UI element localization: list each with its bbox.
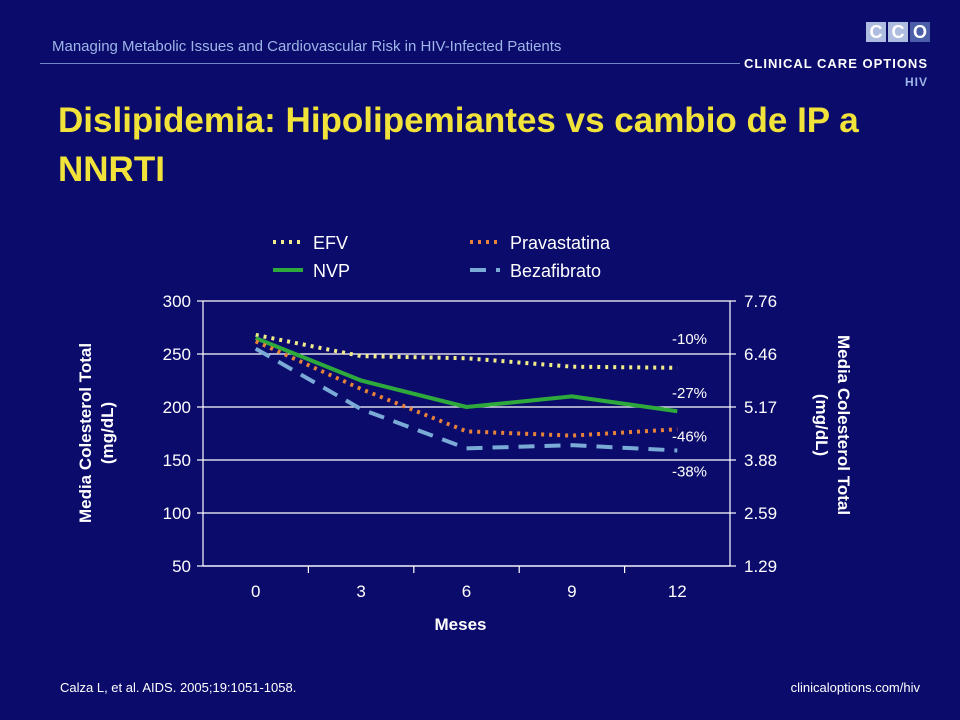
- citation: Calza L, et al. AIDS. 2005;19:1051-1058.: [60, 680, 297, 695]
- y-tick-label: 250: [163, 345, 191, 364]
- x-tick-label: 9: [567, 582, 576, 601]
- x-tick-label: 0: [251, 582, 260, 601]
- y-tick-label: 50: [172, 557, 191, 576]
- y2-tick-label: 1.29: [744, 557, 777, 576]
- legend-label-nvp: NVP: [313, 261, 350, 281]
- logo-letter: C: [866, 22, 886, 42]
- y2-tick-label: 5.17: [744, 398, 777, 417]
- header-text: Managing Metabolic Issues and Cardiovasc…: [52, 38, 562, 55]
- logo-sub: HIV: [904, 75, 928, 89]
- logo-name: CLINICAL CARE OPTIONS: [744, 56, 928, 71]
- legend-label-pravastatina: Pravastatina: [510, 233, 611, 253]
- series-line-nvp: [254, 336, 678, 414]
- y2-axis-title: Media Colesterol Total(mg/dL): [812, 335, 853, 515]
- x-tick-label: 12: [668, 582, 687, 601]
- legend-label-efv: EFV: [313, 233, 348, 253]
- y-tick-label: 100: [163, 504, 191, 523]
- legend: EFV NVP Pravastatina Bezafibrato: [273, 233, 611, 281]
- change-label-bezafibrato: -38%: [672, 463, 707, 480]
- y2-tick-label: 2.59: [744, 504, 777, 523]
- logo-letter: C: [888, 22, 908, 42]
- logo-boxes: C C O: [866, 22, 930, 42]
- x-axis-title: Meses: [435, 615, 487, 634]
- y-tick-label: 200: [163, 398, 191, 417]
- slide-title: Dislipidemia: Hipolipemiantes vs cambio …: [58, 101, 859, 189]
- logo-letter: O: [910, 22, 930, 42]
- series-line-pravastatina: [254, 339, 678, 438]
- y2-tick-label: 3.88: [744, 451, 777, 470]
- series-line-efv: [255, 332, 678, 370]
- series-lines: [254, 332, 678, 453]
- footer-url[interactable]: clinicaloptions.com/hiv: [790, 680, 920, 695]
- y2-tick-label: 7.76: [744, 292, 777, 311]
- legend-label-bezafibrato: Bezafibrato: [510, 261, 601, 281]
- y-tick-label: 300: [163, 292, 191, 311]
- change-label-nvp: -27%: [672, 385, 707, 402]
- axis-labels: 50 1.29 100 2.59 150 3.88 200 5.17 250 6.46 300 7.7…: [76, 292, 853, 634]
- x-tick-label: 3: [356, 582, 365, 601]
- x-tick-label: 6: [462, 582, 471, 601]
- header-rule: [40, 63, 740, 64]
- y2-tick-label: 6.46: [744, 345, 777, 364]
- clinical-care-options-logo: C C O CLINICAL CARE OPTIONS HIV: [744, 22, 930, 92]
- y-axis-title: Media Colesterol Total (mg/dL): [76, 343, 117, 523]
- change-label-pravastatina: -46%: [672, 428, 707, 445]
- y-tick-label: 150: [163, 451, 191, 470]
- axes: [197, 300, 736, 573]
- change-label-efv: -10%: [672, 331, 707, 348]
- series-line-bezafibrato: [254, 346, 678, 453]
